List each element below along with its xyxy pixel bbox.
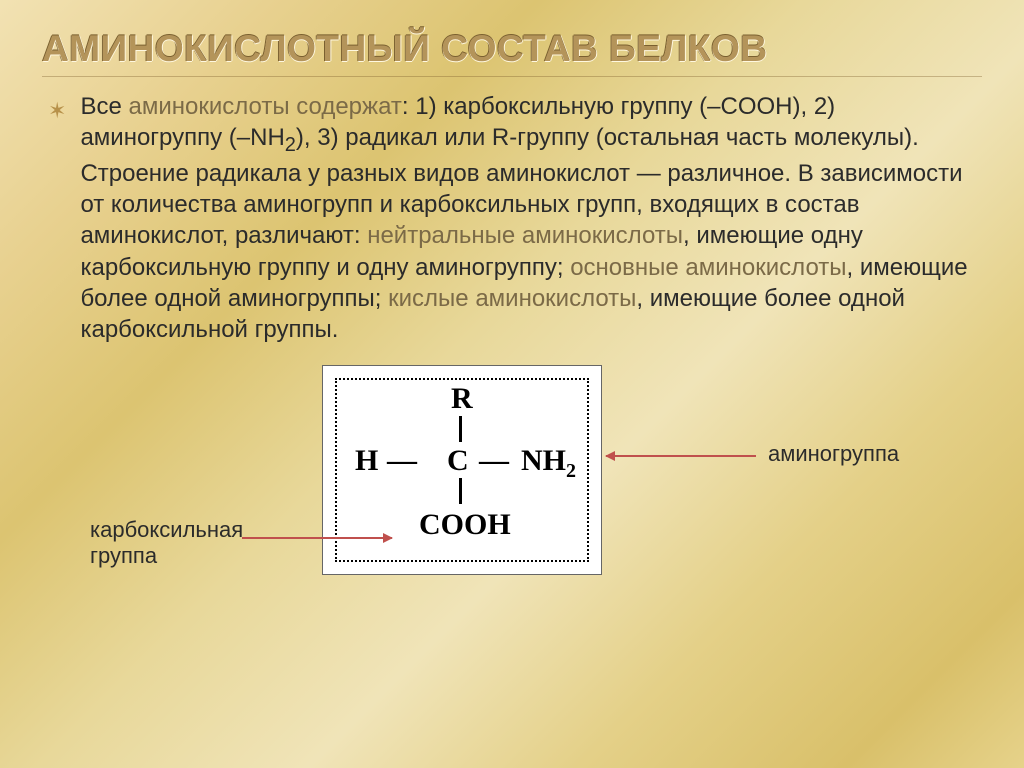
arrow-amino — [606, 455, 756, 457]
diagram-zone: R H — C — NH2 COOH аминогруппа карбоксил… — [42, 365, 982, 615]
annotation-carboxyl: карбоксильная группа — [90, 517, 243, 569]
formula-bond-bottom — [459, 478, 462, 504]
annotation-amino: аминогруппа — [768, 441, 899, 467]
slide: АМИНОКИСЛОТНЫЙ СОСТАВ БЕЛКОВ ✶ Все амино… — [0, 0, 1024, 615]
formula-NH: NH2 — [521, 444, 576, 483]
formula-inner: R H — C — NH2 COOH — [335, 378, 589, 562]
arrow-carboxyl — [242, 537, 392, 539]
formula-box: R H — C — NH2 COOH — [322, 365, 602, 575]
formula-H: H — [355, 444, 378, 478]
annotation-carboxyl-l1: карбоксильная — [90, 517, 243, 543]
body-row: ✶ Все аминокислоты содержат: 1) карбокси… — [42, 91, 982, 345]
formula-NH-a: NH — [521, 444, 566, 477]
formula-bond-top — [459, 416, 462, 442]
formula-COOH: COOH — [419, 508, 511, 542]
slide-title: АМИНОКИСЛОТНЫЙ СОСТАВ БЕЛКОВ — [42, 28, 982, 77]
formula-R: R — [451, 382, 473, 416]
bullet-icon: ✶ — [42, 91, 80, 345]
formula-dash2: — — [479, 444, 509, 478]
formula-NH-b: 2 — [566, 460, 576, 482]
seg-sub1: 2 — [285, 134, 296, 156]
seg-p1e: нейтральные аминокислоты — [367, 222, 683, 249]
body-text: Все аминокислоты содержат: 1) карбоксиль… — [80, 91, 982, 345]
formula-dash1: — — [387, 444, 417, 478]
formula-C: C — [447, 444, 469, 478]
seg-p1g: основные аминокислоты — [570, 254, 846, 281]
annotation-carboxyl-l2: группа — [90, 543, 243, 569]
seg-p1i: кислые аминокислоты — [388, 285, 636, 312]
seg-p1b: аминокислоты содержат — [128, 93, 401, 120]
seg-p1a: Все — [80, 93, 128, 120]
